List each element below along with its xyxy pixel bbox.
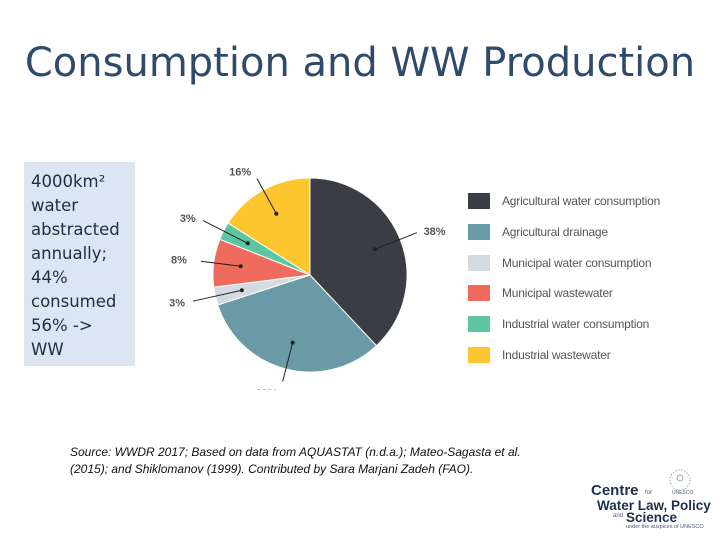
info-line-wastewater: 56% -> WW bbox=[31, 316, 93, 359]
pie-data-label: 32% bbox=[256, 388, 278, 390]
legend-label: Agricultural water consumption bbox=[502, 194, 661, 209]
legend-label: Municipal wastewater bbox=[502, 286, 613, 301]
label-leader-line bbox=[200, 260, 241, 267]
legend-item: Agricultural drainage bbox=[468, 217, 660, 248]
legend-label: Industrial wastewater bbox=[502, 347, 611, 362]
label-leader-dot bbox=[290, 340, 295, 345]
centre-logo: UNESCO Centre for Water Law, Policy and … bbox=[588, 468, 712, 532]
slide-title: Consumption and WW Production bbox=[24, 40, 696, 86]
logo-for: for bbox=[645, 490, 653, 496]
pie-data-label: 38% bbox=[424, 226, 446, 238]
seal-caption: UNESCO bbox=[672, 490, 694, 496]
logo-and: and bbox=[613, 513, 624, 519]
label-leader-line bbox=[256, 178, 277, 215]
legend-item: Industrial water consumption bbox=[468, 309, 660, 340]
chart-legend: Agricultural water consumption Agricultur… bbox=[468, 186, 660, 370]
label-leader-line bbox=[202, 220, 248, 244]
label-leader-dot bbox=[238, 264, 243, 269]
info-line-abstracted: 4000km² water abstracted annually; bbox=[31, 172, 120, 263]
legend-swatch bbox=[468, 254, 490, 271]
legend-swatch bbox=[468, 224, 490, 241]
unesco-seal-icon bbox=[669, 469, 691, 491]
legend-swatch bbox=[468, 285, 490, 302]
legend-label: Agricultural drainage bbox=[502, 225, 608, 240]
legend-swatch bbox=[468, 346, 490, 363]
legend-label: Municipal water consumption bbox=[502, 255, 652, 270]
label-leader-line bbox=[374, 232, 418, 250]
label-leader-dot bbox=[239, 288, 244, 293]
pie-data-label: 8% bbox=[171, 255, 187, 267]
legend-item: Industrial wastewater bbox=[468, 339, 660, 370]
label-leader-dot bbox=[245, 241, 250, 246]
legend-item: Municipal wastewater bbox=[468, 278, 660, 309]
pie-chart-area: 38% 32% 3% 8% 3% 16% bbox=[150, 140, 450, 401]
logo-science: Science bbox=[626, 510, 678, 525]
legend-item: Agricultural water consumption bbox=[468, 186, 660, 217]
label-leader-line bbox=[282, 342, 294, 382]
label-leader-dot bbox=[372, 247, 377, 252]
pie-data-label: 3% bbox=[169, 297, 185, 309]
legend-label: Industrial water consumption bbox=[502, 317, 650, 332]
info-box: 4000km² water abstracted annually; 44% c… bbox=[24, 162, 135, 366]
info-line-consumed: 44% consumed bbox=[31, 268, 117, 311]
legend-item: Municipal water consumption bbox=[468, 247, 660, 278]
pie-data-label: 3% bbox=[180, 213, 196, 225]
label-leader-line bbox=[192, 289, 242, 302]
source-note: Source: WWDR 2017; Based on data from AQ… bbox=[70, 445, 521, 476]
pie-chart: 38% 32% 3% 8% 3% 16% bbox=[169, 167, 446, 401]
pie-data-label: 16% bbox=[229, 167, 251, 179]
legend-swatch bbox=[468, 316, 490, 333]
label-leader-dot bbox=[274, 211, 279, 216]
legend-swatch bbox=[468, 193, 490, 210]
logo-centre: Centre bbox=[591, 482, 639, 499]
logo-water-law: Water Law, Policy bbox=[597, 498, 711, 513]
logo-unesco-line: under the auspices of UNESCO bbox=[626, 524, 704, 530]
